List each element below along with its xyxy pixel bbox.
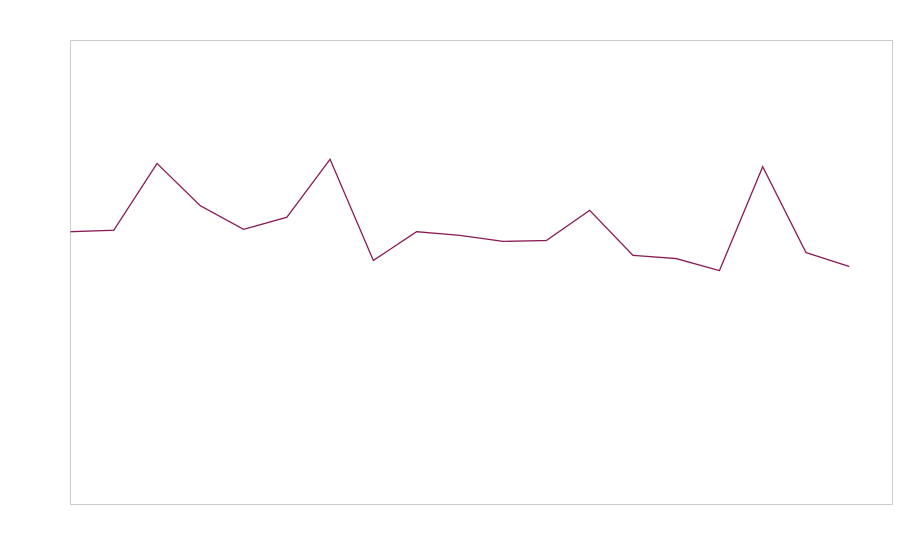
plot-frame (70, 40, 893, 505)
line-series (70, 157, 850, 272)
